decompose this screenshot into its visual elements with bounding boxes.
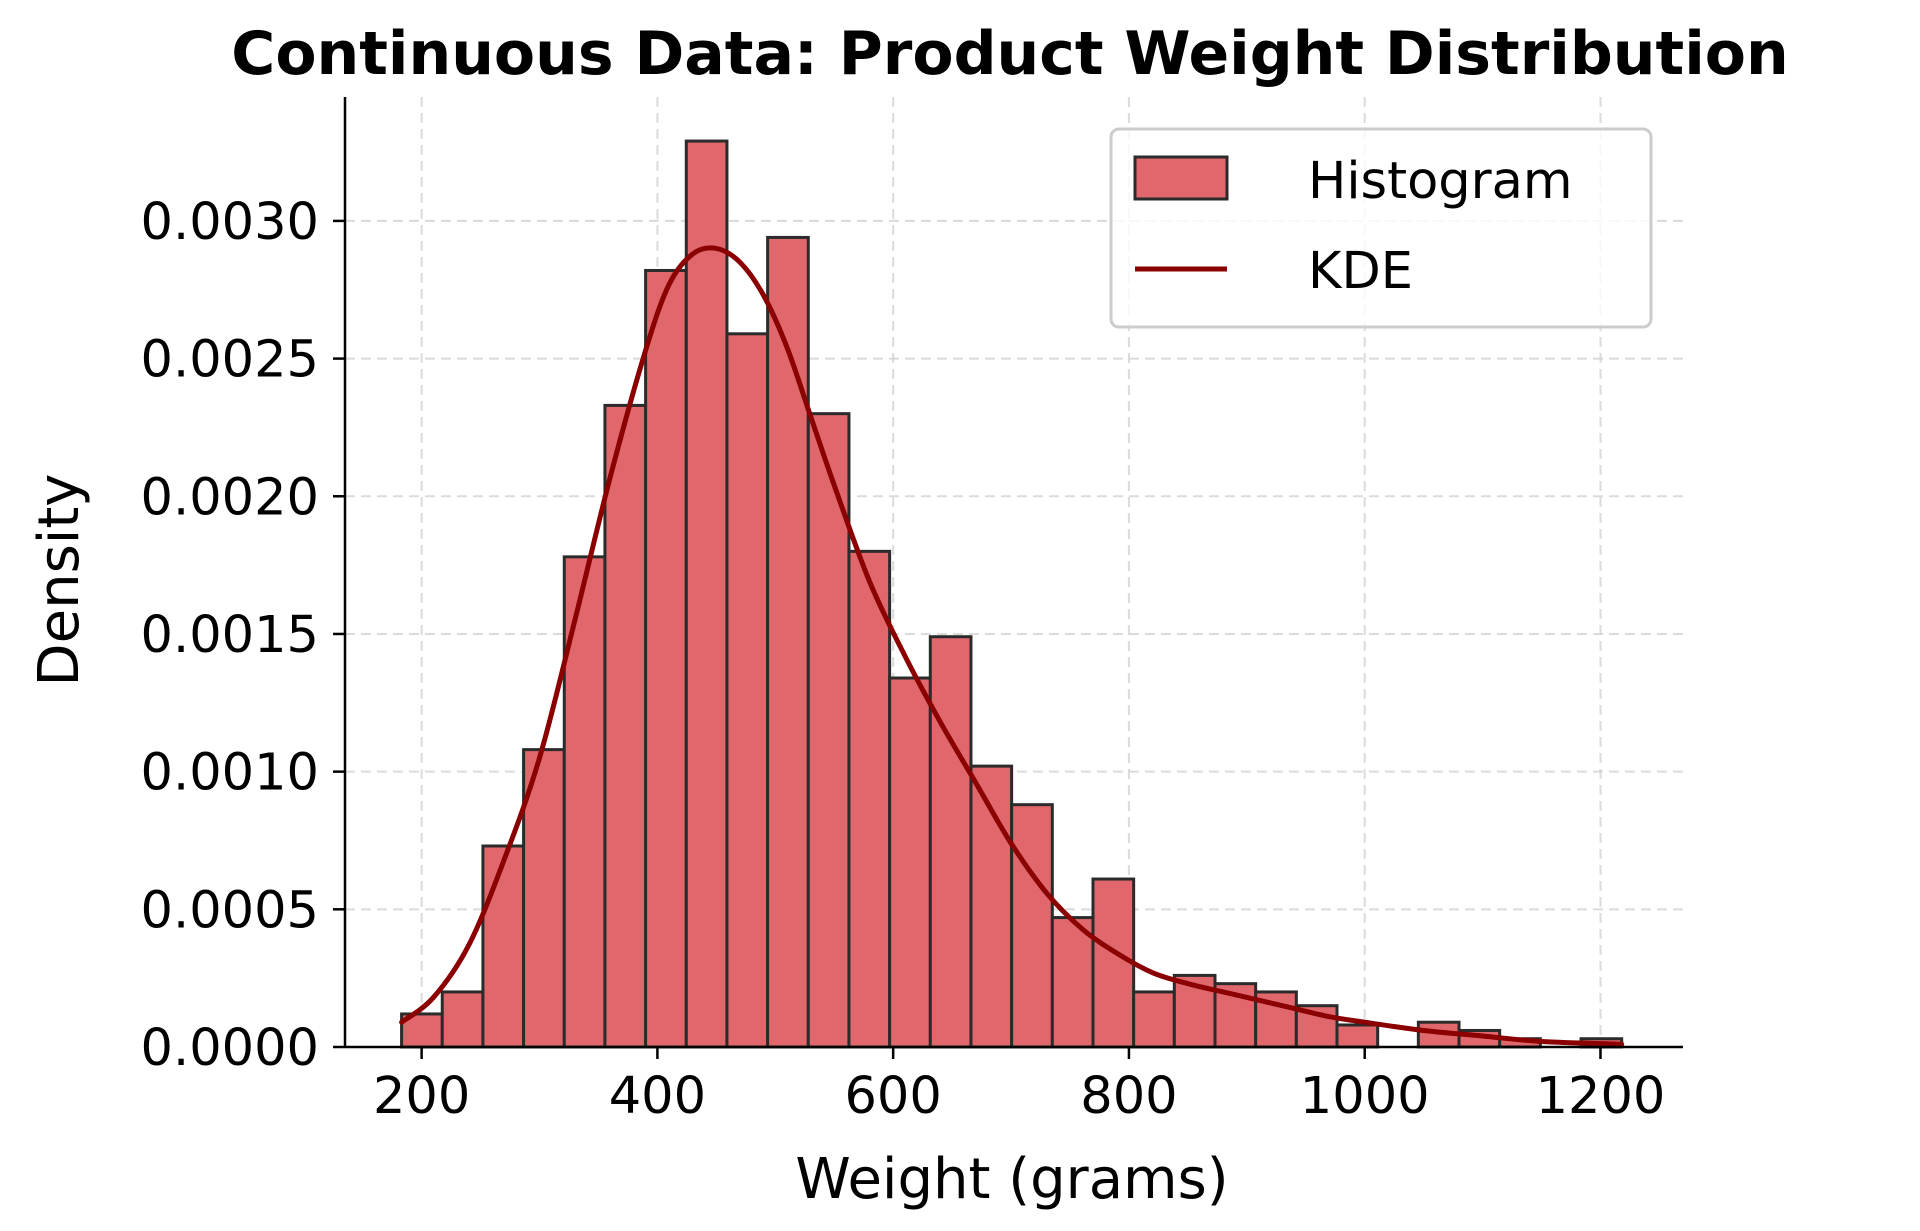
histogram-bar — [1010, 803, 1054, 1049]
histogram-bar — [725, 332, 770, 1049]
histogram-bar — [644, 268, 688, 1049]
kde-line — [399, 245, 1625, 1047]
histogram-bar — [603, 403, 648, 1049]
y-axis-label: Density — [27, 474, 92, 687]
legend: Histogram KDE — [1109, 127, 1653, 329]
x-tick-label: 200 — [373, 1067, 470, 1126]
y-tick-label: 0.0025 — [141, 331, 319, 390]
x-tick-label: 800 — [1080, 1067, 1177, 1126]
histogram-bar — [1091, 877, 1136, 1049]
y-tick-label: 0.0005 — [141, 881, 319, 940]
histogram-bar — [928, 635, 973, 1049]
histogram-bars — [400, 139, 1624, 1049]
x-axis-label: Weight (grams) — [795, 1147, 1228, 1212]
axes — [343, 97, 1683, 1049]
histogram-bar — [766, 235, 810, 1049]
histogram-bar — [1050, 916, 1095, 1049]
x-tick-label: 1200 — [1536, 1067, 1666, 1126]
legend-histogram-label: Histogram — [1308, 152, 1573, 211]
legend-box — [1109, 127, 1653, 329]
histogram-bar — [888, 676, 932, 1049]
kde-curve — [399, 245, 1625, 1047]
y-ticks: 0.0000 0.0005 0.0010 0.0015 0.0020 0.0025 0.00… — [141, 193, 345, 1078]
histogram-bar — [440, 990, 485, 1049]
histogram-bar — [481, 844, 526, 1049]
y-tick-label: 0.0020 — [141, 468, 319, 527]
x-tick-label: 1000 — [1300, 1067, 1430, 1126]
histogram-bar — [1335, 1023, 1380, 1049]
histogram-bar — [1132, 990, 1176, 1049]
x-tick-label: 600 — [844, 1067, 941, 1126]
x-tick-label: 400 — [609, 1067, 706, 1126]
histogram-bar — [847, 549, 892, 1049]
legend-histogram-swatch — [1133, 155, 1229, 201]
y-tick-label: 0.0010 — [141, 744, 319, 803]
y-tick-label: 0.0000 — [141, 1019, 319, 1078]
chart-title: Continuous Data: Product Weight Distribu… — [231, 19, 1788, 89]
x-ticks: 200 400 600 800 1000 1200 — [373, 1047, 1665, 1126]
histogram-bar — [684, 139, 729, 1049]
y-tick-label: 0.0015 — [141, 606, 319, 665]
y-tick-label: 0.0030 — [141, 193, 319, 252]
legend-kde-label: KDE — [1308, 242, 1413, 301]
histogram-bar — [522, 748, 566, 1049]
